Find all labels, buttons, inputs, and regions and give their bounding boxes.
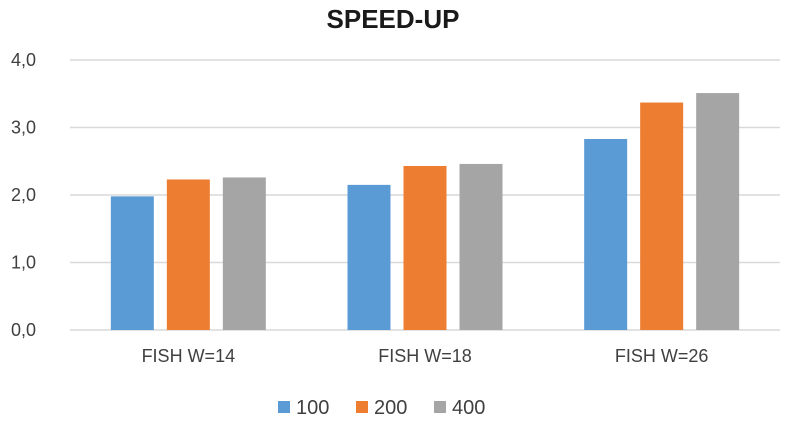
legend-label: 100	[296, 397, 329, 419]
bar-400	[222, 177, 266, 330]
y-tick-label: 0,0	[11, 320, 36, 340]
x-category-label: FISH W=26	[615, 346, 709, 366]
x-category-label: FISH W=14	[142, 346, 236, 366]
bar-100	[584, 138, 628, 330]
chart-title: SPEED-UP	[327, 4, 460, 34]
y-tick-label: 1,0	[11, 253, 36, 273]
y-tick-label: 4,0	[11, 50, 36, 70]
y-tick-label: 2,0	[11, 185, 36, 205]
x-category-label: FISH W=18	[378, 346, 472, 366]
legend-swatch-100	[278, 401, 290, 413]
bar-100	[347, 184, 391, 330]
bar-400	[696, 93, 740, 330]
bars	[110, 93, 740, 331]
bar-200	[640, 102, 684, 331]
legend-label: 200	[374, 397, 407, 419]
bar-400	[459, 163, 503, 330]
legend: 100 200 400	[278, 397, 485, 419]
legend-label: 400	[452, 397, 485, 419]
x-axis-categories: FISH W=14 FISH W=18 FISH W=26	[142, 346, 709, 366]
legend-swatch-400	[434, 401, 446, 413]
bar-100	[110, 196, 154, 330]
bar-200	[403, 165, 447, 330]
bar-200	[166, 179, 210, 330]
y-axis-ticks: 0,0 1,0 2,0 3,0 4,0	[11, 50, 36, 340]
y-tick-label: 3,0	[11, 118, 36, 138]
legend-swatch-200	[356, 401, 368, 413]
